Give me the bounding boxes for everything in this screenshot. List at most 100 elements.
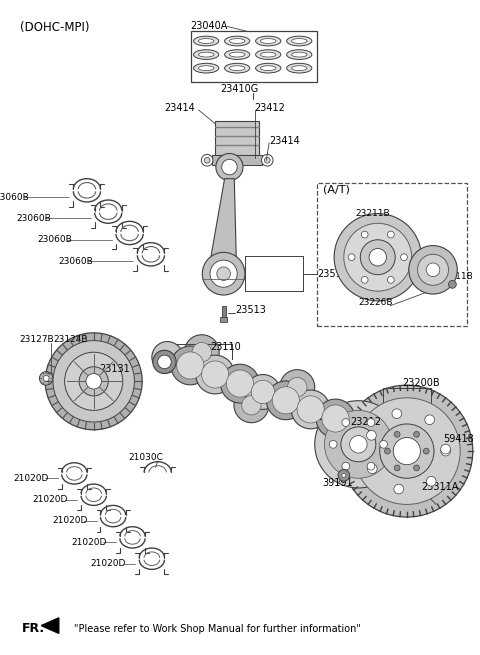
Ellipse shape xyxy=(229,39,245,43)
Circle shape xyxy=(210,260,237,288)
Bar xyxy=(215,121,260,155)
Text: 23200B: 23200B xyxy=(402,378,440,388)
Circle shape xyxy=(315,401,402,488)
Circle shape xyxy=(291,390,330,429)
Circle shape xyxy=(177,352,204,379)
Text: 23414: 23414 xyxy=(269,136,300,146)
Text: 21020D: 21020D xyxy=(91,559,126,568)
Circle shape xyxy=(367,462,375,470)
Circle shape xyxy=(43,375,49,381)
Circle shape xyxy=(344,223,412,291)
Circle shape xyxy=(39,371,53,385)
Ellipse shape xyxy=(198,39,214,43)
Text: 21020D: 21020D xyxy=(72,538,107,547)
Ellipse shape xyxy=(225,50,250,60)
Circle shape xyxy=(367,419,375,426)
Circle shape xyxy=(202,252,245,295)
Circle shape xyxy=(221,364,259,403)
Circle shape xyxy=(204,157,210,163)
Circle shape xyxy=(338,470,349,481)
Ellipse shape xyxy=(256,50,281,60)
Circle shape xyxy=(387,276,394,283)
Circle shape xyxy=(425,415,434,424)
Circle shape xyxy=(392,409,402,419)
Ellipse shape xyxy=(193,64,219,73)
Circle shape xyxy=(234,388,269,422)
Ellipse shape xyxy=(261,39,276,43)
Ellipse shape xyxy=(291,52,307,57)
Circle shape xyxy=(341,385,473,517)
Text: 23211B: 23211B xyxy=(356,209,390,218)
Circle shape xyxy=(266,381,305,420)
Ellipse shape xyxy=(193,50,219,60)
Circle shape xyxy=(153,350,176,373)
Text: 23410G: 23410G xyxy=(221,84,259,94)
Circle shape xyxy=(414,432,420,438)
Circle shape xyxy=(414,465,420,471)
Circle shape xyxy=(418,254,448,286)
Circle shape xyxy=(184,335,219,369)
Ellipse shape xyxy=(256,64,281,73)
Ellipse shape xyxy=(193,36,219,46)
Circle shape xyxy=(262,155,273,166)
Circle shape xyxy=(423,448,429,454)
Ellipse shape xyxy=(229,66,245,71)
Text: 23040A: 23040A xyxy=(191,22,228,31)
Text: 23226B: 23226B xyxy=(359,298,393,307)
Circle shape xyxy=(196,355,235,394)
Circle shape xyxy=(158,355,171,369)
Ellipse shape xyxy=(229,52,245,57)
Text: 23311B: 23311B xyxy=(438,272,473,281)
Text: (DOHC-MPI): (DOHC-MPI) xyxy=(20,21,89,34)
Text: "Please refer to Work Shop Manual for further information": "Please refer to Work Shop Manual for fu… xyxy=(74,624,361,633)
Text: 23212: 23212 xyxy=(350,417,382,427)
Circle shape xyxy=(394,484,404,494)
Ellipse shape xyxy=(261,66,276,71)
Text: 39191: 39191 xyxy=(323,478,353,488)
Text: 23060B: 23060B xyxy=(59,257,94,265)
Ellipse shape xyxy=(291,66,307,71)
Text: 23127B: 23127B xyxy=(19,335,54,344)
Circle shape xyxy=(342,419,349,426)
Circle shape xyxy=(348,254,355,261)
Bar xyxy=(222,306,226,317)
Text: 21030C: 21030C xyxy=(129,453,164,462)
Circle shape xyxy=(86,373,101,389)
Ellipse shape xyxy=(291,39,307,43)
Ellipse shape xyxy=(287,50,312,60)
Circle shape xyxy=(349,436,367,453)
Circle shape xyxy=(202,361,228,388)
Text: 23060B: 23060B xyxy=(16,214,51,223)
Circle shape xyxy=(441,446,450,456)
Circle shape xyxy=(341,427,376,462)
Circle shape xyxy=(251,381,275,403)
Circle shape xyxy=(242,396,261,415)
Circle shape xyxy=(393,438,420,464)
Polygon shape xyxy=(41,618,59,633)
Circle shape xyxy=(45,333,142,430)
Text: 21020D: 21020D xyxy=(33,495,68,504)
Circle shape xyxy=(264,157,270,163)
Ellipse shape xyxy=(287,64,312,73)
Circle shape xyxy=(394,432,400,438)
Bar xyxy=(191,31,317,82)
Circle shape xyxy=(384,448,390,454)
Circle shape xyxy=(53,341,134,422)
Circle shape xyxy=(448,280,456,288)
Circle shape xyxy=(400,254,408,261)
Text: 23311A: 23311A xyxy=(421,482,459,492)
Circle shape xyxy=(342,462,349,470)
Circle shape xyxy=(380,424,434,478)
Circle shape xyxy=(192,343,212,362)
Circle shape xyxy=(360,240,395,274)
Text: 23060B: 23060B xyxy=(37,235,72,244)
Circle shape xyxy=(329,440,337,448)
Text: FR.: FR. xyxy=(22,622,45,635)
Circle shape xyxy=(222,159,237,175)
Text: 39190A: 39190A xyxy=(300,412,337,422)
Text: 23124B: 23124B xyxy=(53,335,87,344)
Circle shape xyxy=(367,430,376,440)
Text: (A/T): (A/T) xyxy=(323,184,349,195)
Circle shape xyxy=(354,398,460,504)
Circle shape xyxy=(272,386,300,414)
